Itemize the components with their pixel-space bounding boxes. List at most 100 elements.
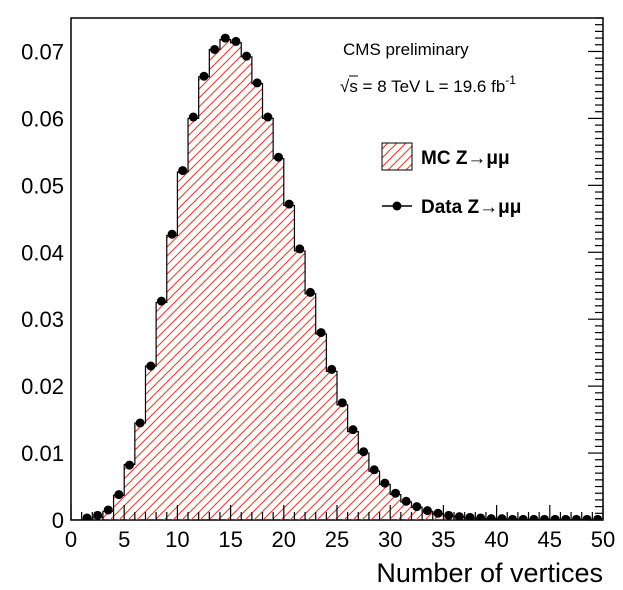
y-tick-label: 0.03 — [21, 307, 64, 332]
mc-bin-bar — [198, 76, 210, 520]
data-point — [359, 447, 369, 457]
x-tick-labels: 0 5 10 15 20 25 30 35 40 45 50 — [65, 527, 615, 552]
x-axis-title: Number of vertices — [376, 558, 603, 588]
data-point — [412, 502, 422, 512]
data-point — [561, 514, 571, 520]
mc-bin-bar — [368, 471, 380, 520]
mc-bin-bar — [209, 49, 220, 520]
x-tick-label: 10 — [165, 527, 189, 552]
energy-lumi-superscript: -1 — [505, 73, 516, 87]
data-point — [252, 78, 262, 88]
data-point — [188, 112, 198, 122]
data-point — [305, 287, 315, 297]
data-point — [295, 244, 305, 254]
energy-lumi-text: √s = 8 TeV L = 19.6 fb — [340, 77, 505, 96]
mc-histogram — [71, 38, 603, 520]
y-axis-ticks — [588, 17, 603, 521]
x-tick-label: 40 — [484, 527, 508, 552]
data-point — [518, 514, 528, 520]
y-tick-label: 0.02 — [21, 374, 64, 399]
data-point — [103, 505, 113, 515]
mc-bin-bar — [230, 42, 242, 520]
data-point — [369, 465, 379, 475]
mc-bin-bar — [358, 453, 369, 520]
data-point — [465, 512, 475, 520]
mc-bin-bar — [251, 83, 263, 520]
data-point — [273, 152, 283, 162]
x-axis-ticks — [70, 505, 604, 520]
mc-bin-bar — [379, 484, 391, 520]
x-tick-label: 0 — [65, 527, 77, 552]
data-point — [82, 513, 92, 520]
data-point — [337, 398, 347, 408]
energy-lumi-label: √s = 8 TeV L = 19.6 fb-1 — [340, 73, 516, 96]
data-point — [178, 166, 188, 176]
data-markers — [82, 33, 603, 520]
data-point — [242, 51, 252, 61]
data-point — [550, 514, 560, 520]
x-tick-label: 20 — [272, 527, 296, 552]
data-point — [263, 112, 273, 122]
data-point — [199, 71, 209, 81]
data-point — [135, 418, 145, 428]
data-point — [316, 328, 326, 338]
mc-bin-bar — [347, 431, 359, 520]
mc-bin-bar — [102, 511, 114, 520]
x-tick-label: 30 — [378, 527, 402, 552]
x-tick-label: 25 — [325, 527, 349, 552]
data-point — [114, 490, 124, 500]
legend-data-marker — [392, 201, 402, 211]
mc-bin-bar — [390, 494, 401, 520]
data-point — [167, 229, 177, 239]
y-tick-labels: 0 0.01 0.02 0.03 0.04 0.05 0.06 0.07 — [21, 39, 64, 533]
data-point — [156, 296, 166, 306]
mc-bin-bar — [411, 507, 423, 520]
y-tick-label: 0.07 — [21, 39, 64, 64]
data-point — [539, 514, 549, 520]
data-point — [433, 508, 443, 518]
x-tick-label: 15 — [218, 527, 242, 552]
mc-bin-bar — [113, 495, 125, 520]
data-point — [380, 478, 390, 488]
mc-bin-bar — [166, 235, 178, 520]
y-tick-label: 0.01 — [21, 441, 64, 466]
legend-mc-label: MC Z→μμ — [421, 148, 510, 169]
cms-preliminary-label: CMS preliminary — [343, 40, 469, 59]
mc-bin-bar — [241, 56, 252, 520]
x-tick-label: 45 — [538, 527, 562, 552]
data-point — [529, 514, 539, 520]
data-point — [571, 514, 581, 520]
data-point — [593, 514, 603, 520]
mc-bin-bar — [283, 205, 295, 520]
data-point — [582, 514, 592, 520]
mc-bin-bar — [294, 250, 306, 520]
data-point — [125, 460, 135, 470]
data-point — [508, 514, 518, 520]
data-point — [454, 512, 464, 520]
data-point — [422, 506, 432, 516]
x-tick-label: 50 — [591, 527, 615, 552]
mc-bin-bar — [145, 366, 157, 520]
data-point — [497, 514, 507, 520]
mc-bin-bar — [134, 422, 146, 520]
data-point — [348, 425, 358, 435]
mc-bin-bar — [305, 293, 316, 520]
mc-bin-bar — [273, 158, 284, 520]
x-tick-label: 5 — [118, 527, 130, 552]
mc-bin-bar — [262, 118, 274, 520]
y-tick-label: 0.06 — [21, 106, 64, 131]
data-point — [93, 510, 103, 520]
legend: MC Z→μμ Data Z→μμ — [381, 142, 521, 218]
data-point — [231, 36, 241, 46]
y-tick-label: 0.04 — [21, 240, 64, 265]
legend-mc-swatch — [381, 142, 413, 171]
mc-bin-bar — [156, 302, 167, 520]
data-point — [284, 199, 294, 209]
data-point — [220, 33, 230, 43]
legend-data-label: Data Z→μμ — [421, 197, 521, 218]
data-point — [327, 364, 337, 374]
y-tick-label: 0 — [52, 508, 64, 533]
y-tick-label: 0.05 — [21, 173, 64, 198]
mc-bin-bar — [188, 118, 199, 520]
